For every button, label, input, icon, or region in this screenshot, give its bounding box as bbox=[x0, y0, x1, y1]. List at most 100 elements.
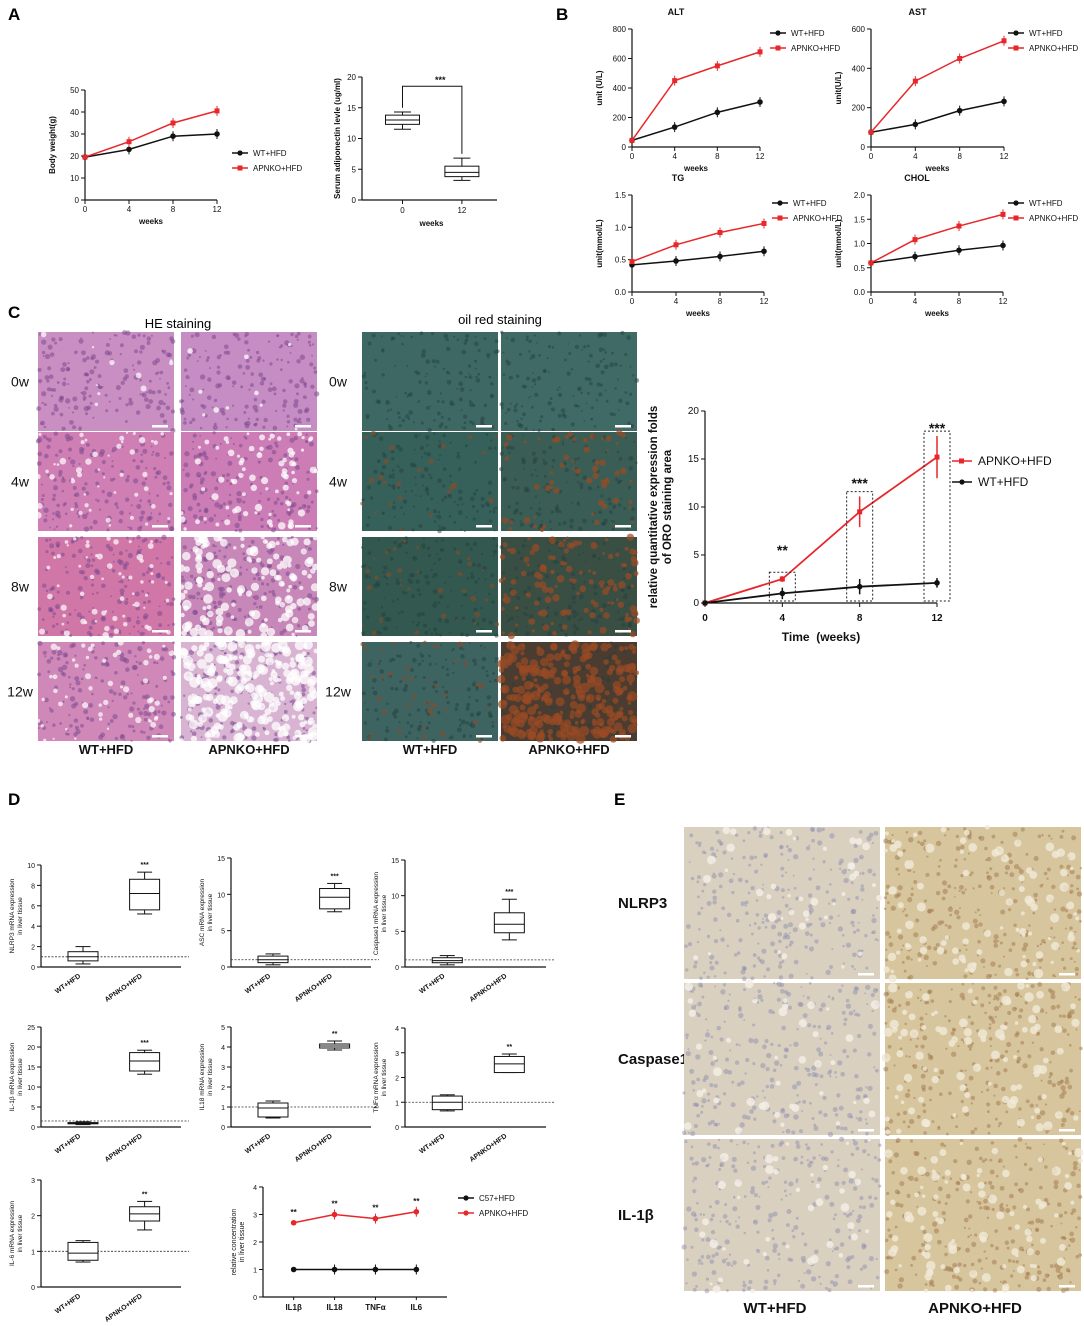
tile-texture bbox=[845, 1034, 854, 1042]
tile-texture bbox=[507, 632, 515, 640]
tile-texture bbox=[137, 630, 140, 633]
tile-texture bbox=[418, 592, 422, 597]
tile-texture bbox=[391, 336, 396, 341]
tile-texture bbox=[855, 1087, 860, 1092]
tile-texture bbox=[422, 484, 424, 487]
tile-texture bbox=[195, 471, 202, 478]
tile-texture bbox=[126, 576, 129, 579]
tile-texture bbox=[500, 607, 505, 611]
tile-texture bbox=[919, 841, 925, 847]
tile-texture bbox=[781, 874, 784, 878]
tile-texture bbox=[150, 721, 157, 728]
tile-texture bbox=[454, 707, 459, 711]
tile-texture bbox=[98, 385, 102, 390]
tile-texture bbox=[238, 443, 243, 448]
tile-texture bbox=[44, 375, 50, 380]
tile-texture bbox=[234, 332, 240, 338]
tile-texture bbox=[367, 551, 372, 556]
tile-texture bbox=[701, 889, 705, 893]
tile-texture bbox=[402, 676, 408, 681]
tile-texture bbox=[909, 1029, 919, 1038]
tile-texture bbox=[933, 1067, 939, 1073]
tile-texture bbox=[1040, 1079, 1043, 1082]
tile-texture bbox=[1002, 955, 1005, 958]
tile-texture bbox=[776, 997, 781, 1002]
tile-texture bbox=[577, 480, 580, 484]
tile-texture bbox=[703, 971, 706, 975]
tile-texture bbox=[627, 616, 633, 622]
tile-texture bbox=[777, 950, 782, 954]
tile-texture bbox=[47, 366, 52, 371]
tile-texture bbox=[432, 509, 437, 514]
tile-texture bbox=[948, 1091, 952, 1096]
tile-texture bbox=[476, 622, 480, 626]
tile-texture bbox=[71, 477, 74, 481]
tile-background bbox=[501, 432, 637, 531]
tile-texture bbox=[820, 922, 826, 928]
tile-texture bbox=[313, 596, 320, 602]
tile-texture bbox=[468, 372, 470, 375]
tile-texture bbox=[540, 696, 546, 702]
tile-texture bbox=[741, 976, 747, 982]
tile-texture bbox=[78, 564, 82, 568]
tile-texture bbox=[491, 724, 495, 728]
tile-texture bbox=[138, 516, 141, 519]
tile-texture bbox=[551, 427, 555, 431]
tile-texture bbox=[549, 479, 555, 485]
he-wt-tile bbox=[37, 534, 176, 638]
tile-texture bbox=[523, 517, 531, 524]
tile-texture bbox=[1030, 903, 1038, 912]
tile-texture bbox=[69, 686, 72, 689]
tile-texture bbox=[471, 618, 476, 623]
tile-texture bbox=[475, 377, 481, 383]
tile-texture bbox=[88, 703, 94, 708]
tile-texture bbox=[151, 503, 156, 509]
tile-texture bbox=[1067, 934, 1075, 942]
tile-texture bbox=[171, 655, 177, 660]
tile-texture bbox=[198, 389, 203, 394]
tile-texture bbox=[579, 682, 590, 693]
tile-texture bbox=[133, 368, 136, 371]
tile-texture bbox=[190, 334, 194, 338]
tile-texture bbox=[180, 612, 185, 618]
tile-texture bbox=[1039, 1008, 1045, 1013]
tile-texture bbox=[562, 520, 567, 525]
tile-texture bbox=[547, 344, 552, 349]
tile-texture bbox=[573, 403, 578, 408]
tile-texture bbox=[458, 571, 463, 577]
tile-texture bbox=[510, 579, 517, 585]
tile-texture bbox=[881, 1053, 891, 1063]
tile-texture bbox=[629, 392, 633, 396]
tile-texture bbox=[131, 592, 135, 596]
tile-texture bbox=[261, 399, 266, 404]
tile-texture bbox=[1027, 1054, 1032, 1059]
tile-texture bbox=[745, 1057, 750, 1063]
tile-texture bbox=[738, 1043, 741, 1047]
tile-texture bbox=[206, 693, 214, 702]
tile-texture bbox=[108, 689, 114, 694]
tile-texture bbox=[744, 911, 749, 916]
tile-texture bbox=[1035, 951, 1044, 959]
tile-texture bbox=[99, 448, 106, 455]
tile-texture bbox=[777, 931, 783, 937]
tile-texture bbox=[207, 377, 212, 382]
tile-texture bbox=[464, 338, 469, 343]
tile-texture bbox=[916, 1114, 921, 1119]
tile-texture bbox=[534, 495, 538, 498]
tile-texture bbox=[254, 503, 263, 512]
tile-texture bbox=[492, 508, 496, 511]
tile-texture bbox=[56, 544, 60, 548]
tile-texture bbox=[443, 526, 447, 530]
tile-texture bbox=[524, 631, 530, 637]
tile-texture bbox=[553, 487, 560, 494]
tile-texture bbox=[1025, 977, 1029, 980]
tile-texture bbox=[872, 987, 878, 994]
tile-texture bbox=[242, 552, 246, 556]
tile-texture bbox=[44, 655, 47, 658]
tile-texture bbox=[860, 884, 864, 888]
tile-texture bbox=[78, 510, 83, 515]
tile-texture bbox=[43, 507, 49, 513]
tile-texture bbox=[67, 362, 70, 365]
tile-texture bbox=[898, 1003, 902, 1008]
